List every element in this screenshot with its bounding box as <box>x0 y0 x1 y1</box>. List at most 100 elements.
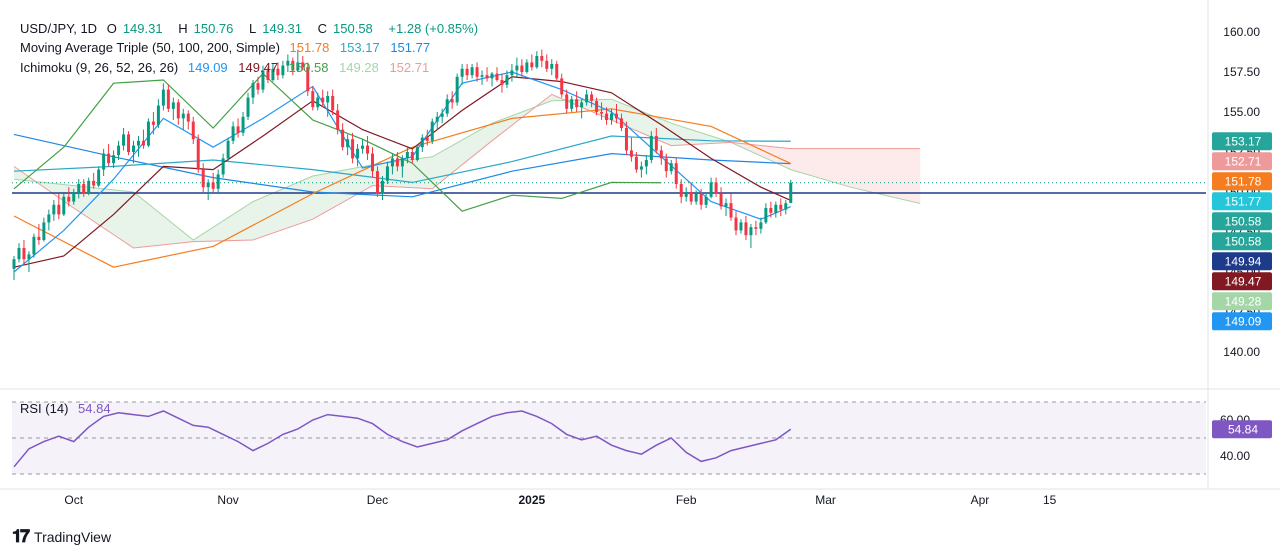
rsi-legend[interactable]: RSI (14) 54.84 <box>20 400 117 418</box>
candle-body <box>500 80 504 85</box>
rsi-line <box>13 410 792 468</box>
candle-body <box>699 193 703 205</box>
candle-body <box>430 121 434 141</box>
candle-body <box>141 140 145 146</box>
candle-body <box>490 73 494 79</box>
candle-body <box>634 156 638 170</box>
price-badge <box>1212 132 1272 151</box>
time-axis-label: Apr <box>971 493 990 507</box>
candle-body <box>316 97 320 108</box>
candle-body <box>22 248 26 260</box>
candle-body <box>186 113 190 122</box>
candle-body <box>206 182 210 188</box>
candle-body <box>754 227 758 229</box>
candle-body <box>585 94 589 103</box>
candle-body <box>684 192 688 197</box>
candle-body <box>246 97 250 117</box>
tradingview-logo[interactable]: 𝟏𝟕 TradingView <box>12 526 111 547</box>
candle-body <box>176 102 180 119</box>
price-badge-label: 149.28 <box>1225 294 1262 308</box>
candle-body <box>276 68 280 76</box>
candle-body <box>674 163 678 184</box>
candle-body <box>286 60 290 66</box>
candle-body <box>366 145 370 154</box>
symbol-legend: USD/JPY, 1D O 149.31 H 150.76 L 149.31 C 150… <box>20 20 484 38</box>
tradingview-icon: 𝟏𝟕 <box>12 526 30 547</box>
candle-body <box>435 116 439 122</box>
price-change: +1.28 (+0.85%) <box>388 21 479 36</box>
candle-body <box>251 83 255 98</box>
candle-body <box>341 129 345 148</box>
candle-body <box>112 155 116 164</box>
candle-body <box>107 153 111 164</box>
price-badge <box>1212 232 1272 251</box>
ichimoku-legend[interactable]: Ichimoku (9, 26, 52, 26, 26) 149.09 149.… <box>20 59 436 77</box>
candle-body <box>450 99 454 103</box>
price-badge <box>1212 292 1272 311</box>
candle-body <box>774 204 778 213</box>
candle-body <box>605 113 609 120</box>
span-a-line <box>13 98 921 241</box>
candle-body <box>744 222 748 236</box>
price-badge <box>1212 152 1272 171</box>
candle-body <box>644 160 648 167</box>
candle-body <box>17 248 21 260</box>
candle-body <box>664 158 668 172</box>
candle-body <box>361 145 365 149</box>
tenkan-value: 149.09 <box>187 60 228 75</box>
candle-body <box>326 96 330 103</box>
candle-body <box>440 113 444 117</box>
candle-body <box>555 64 559 79</box>
candle-body <box>371 153 374 172</box>
candle-body <box>510 70 514 76</box>
candle-body <box>420 137 424 148</box>
candle-body <box>515 65 519 71</box>
time-axis-label: Feb <box>676 493 697 507</box>
ma50-line <box>13 108 792 268</box>
ichimoku-cloud-segment <box>73 185 134 248</box>
candle-body <box>27 254 31 260</box>
candle-body <box>400 158 404 167</box>
candle-body <box>560 78 564 95</box>
candle-body <box>619 118 623 128</box>
candle-body <box>784 203 788 210</box>
time-axis-label: 2025 <box>518 493 545 507</box>
candle-body <box>241 116 245 133</box>
candle-body <box>226 140 230 159</box>
price-badge <box>1212 272 1272 291</box>
candle-body <box>132 145 135 152</box>
candle-body <box>395 158 399 167</box>
candle-body <box>127 134 131 152</box>
candle-body <box>530 62 534 68</box>
candle-body <box>311 91 315 108</box>
candle-body <box>87 180 91 194</box>
candle-body <box>610 113 614 120</box>
candle-body <box>600 112 604 114</box>
ma100-value: 153.17 <box>339 40 380 55</box>
ichimoku-cloud-segment <box>253 176 313 240</box>
candle-body <box>296 62 300 71</box>
ma-legend[interactable]: Moving Average Triple (50, 100, 200, Sim… <box>20 39 437 57</box>
candle-body <box>525 62 529 72</box>
candle-body <box>77 184 81 192</box>
candle-body <box>122 134 126 146</box>
candle-body <box>336 110 340 130</box>
price-badge-label: 153.17 <box>1225 134 1262 148</box>
span-b-value: 152.71 <box>389 60 430 75</box>
candle-body <box>375 171 379 194</box>
candle-body <box>475 67 479 77</box>
price-badge-label: 152.71 <box>1225 154 1262 168</box>
candle-body <box>565 94 569 109</box>
candle-body <box>724 203 728 207</box>
candle-body <box>739 222 743 231</box>
candle-body <box>201 169 205 188</box>
time-axis-label: Dec <box>367 493 388 507</box>
price-badge-label: 149.94 <box>1225 254 1262 268</box>
ohlc-open: O 149.31 <box>106 21 163 36</box>
candle-body <box>47 214 51 223</box>
candle-body <box>57 204 61 215</box>
candle-body <box>624 128 628 151</box>
candle-body <box>580 102 584 108</box>
candle-body <box>380 180 384 194</box>
